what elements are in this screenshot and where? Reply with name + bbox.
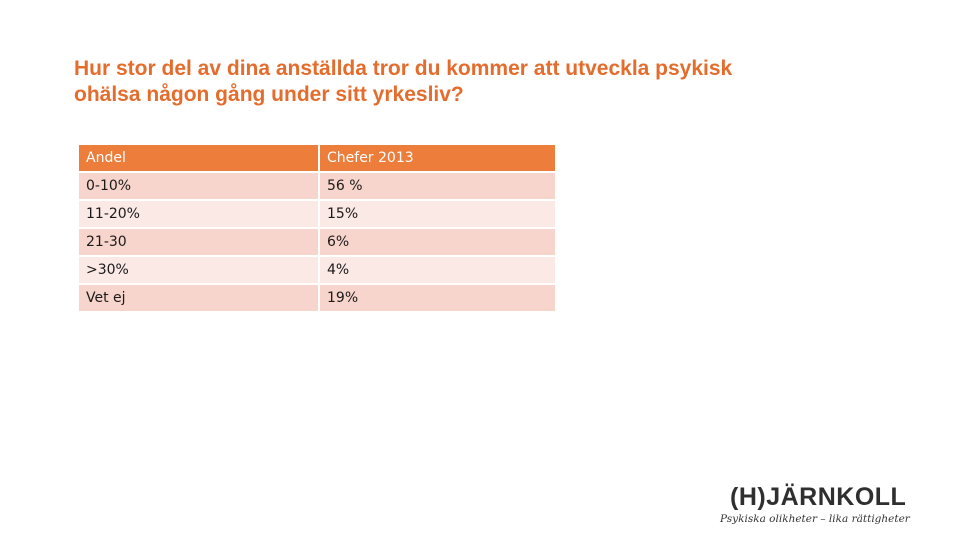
- table-header-row: Andel Chefer 2013: [79, 145, 555, 171]
- table-row: 11-20% 15%: [79, 201, 555, 227]
- cell-andel: 0-10%: [79, 173, 318, 199]
- slide-title-line-2: ohälsa någon gång under sitt yrkesliv?: [74, 83, 464, 106]
- table-row: >30% 4%: [79, 257, 555, 283]
- slide-title-line-1: Hur stor del av dina anställda tror du k…: [74, 57, 733, 80]
- cell-andel: 11-20%: [79, 201, 318, 227]
- hjarnkoll-logo: (H)JÄRNKOLL Psykiska olikheter – lika rä…: [718, 482, 910, 526]
- table-row: 0-10% 56 %: [79, 173, 555, 199]
- slide-title: Hur stor del av dina anställda tror du k…: [74, 56, 874, 108]
- cell-value: 4%: [320, 257, 555, 283]
- cell-value: 19%: [320, 285, 555, 311]
- logo-tagline: Psykiska olikheter – lika rättigheter: [720, 513, 910, 525]
- cell-value: 15%: [320, 201, 555, 227]
- logo-wordmark: (H)JÄRNKOLL: [730, 483, 907, 511]
- cell-value: 6%: [320, 229, 555, 255]
- cell-andel: >30%: [79, 257, 318, 283]
- table-row: Vet ej 19%: [79, 285, 555, 311]
- header-chefer-2013: Chefer 2013: [320, 145, 555, 171]
- results-table: Andel Chefer 2013 0-10% 56 % 11-20% 15% …: [77, 143, 557, 313]
- cell-andel: Vet ej: [79, 285, 318, 311]
- cell-andel: 21-30: [79, 229, 318, 255]
- header-andel: Andel: [79, 145, 318, 171]
- table-row: 21-30 6%: [79, 229, 555, 255]
- cell-value: 56 %: [320, 173, 555, 199]
